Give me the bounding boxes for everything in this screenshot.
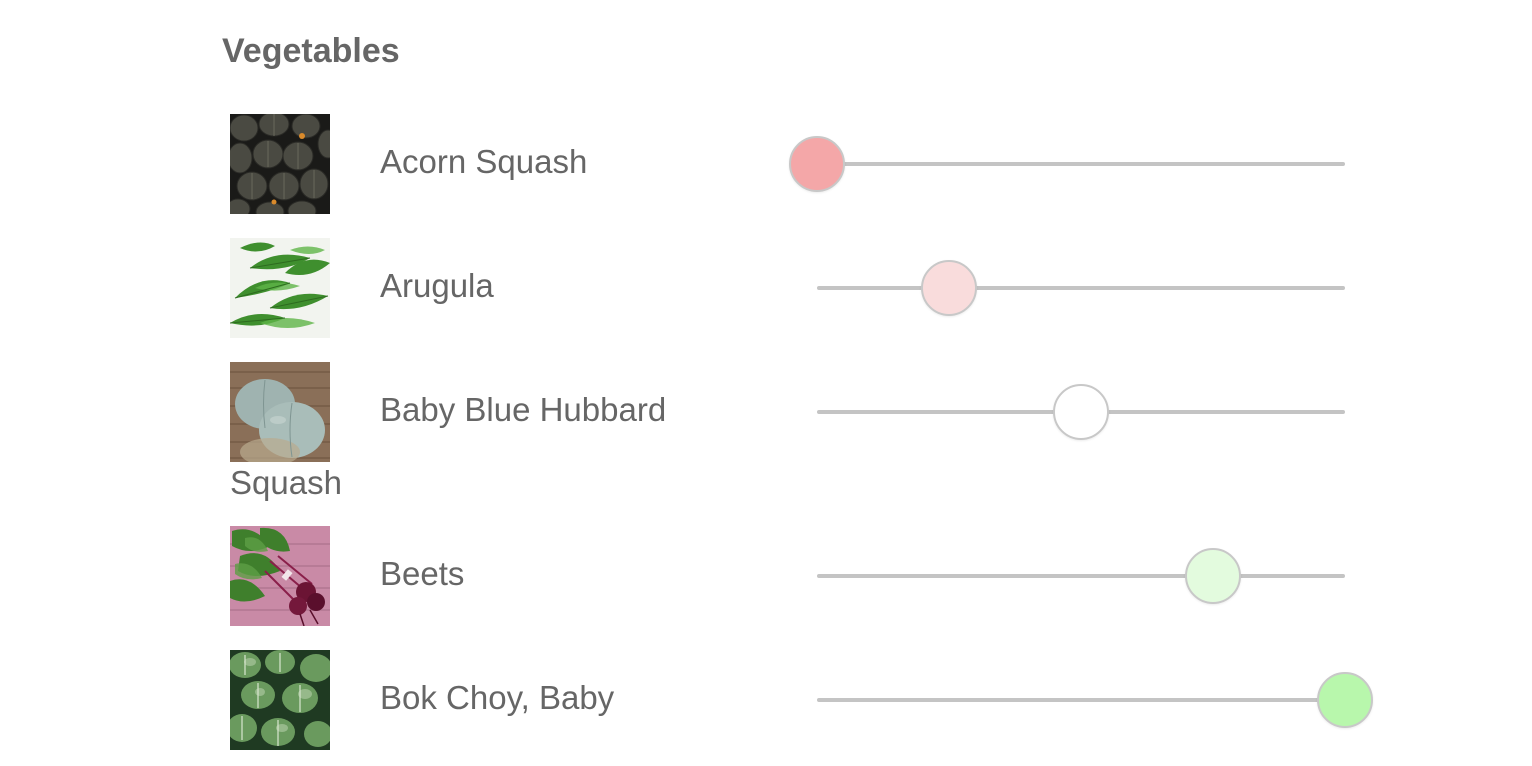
vegetable-name: Bok Choy, Baby	[380, 679, 615, 716]
preference-slider[interactable]	[817, 260, 1345, 316]
bok-choy-photo	[230, 650, 330, 750]
vegetable-name: Beets	[380, 555, 465, 592]
preference-slider[interactable]	[817, 672, 1373, 728]
vegetable-name: Baby Blue Hubbard	[380, 391, 667, 428]
preference-slider[interactable]	[789, 136, 1345, 192]
vegetable-name: Acorn Squash	[380, 143, 588, 180]
vegetable-row: Arugula	[0, 238, 1532, 338]
blue-hubbard-squash-photo	[230, 362, 330, 462]
vegetable-row: Acorn Squash	[0, 114, 1532, 214]
vegetable-row: Bok Choy, Baby	[0, 650, 1532, 750]
preference-slider[interactable]	[817, 384, 1345, 440]
slider-track	[817, 162, 1345, 166]
vegetable-row: Beets	[0, 526, 1532, 626]
slider-track	[817, 286, 1345, 290]
beets-photo	[230, 526, 330, 626]
vegetable-row: Baby Blue Hubbard Squash	[0, 362, 1532, 502]
slider-handle[interactable]	[1317, 672, 1373, 728]
section-title: Vegetables	[222, 32, 400, 70]
slider-handle[interactable]	[789, 136, 845, 192]
acorn-squash-photo	[230, 114, 330, 214]
slider-track	[817, 574, 1345, 578]
vegetable-name-continued: Squash	[230, 464, 342, 501]
slider-handle[interactable]	[1185, 548, 1241, 604]
preference-slider[interactable]	[817, 548, 1345, 604]
vegetable-name: Arugula	[380, 267, 494, 304]
arugula-photo	[230, 238, 330, 338]
slider-track	[817, 698, 1345, 702]
slider-handle[interactable]	[921, 260, 977, 316]
slider-handle[interactable]	[1053, 384, 1109, 440]
